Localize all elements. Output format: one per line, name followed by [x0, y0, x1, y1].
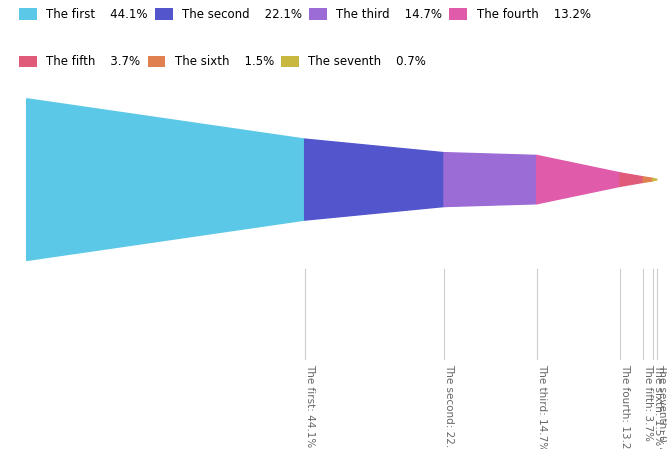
- Polygon shape: [444, 153, 537, 207]
- Polygon shape: [305, 139, 444, 220]
- Polygon shape: [652, 178, 657, 181]
- Text: The second: 22.1%: The second: 22.1%: [444, 364, 454, 449]
- Text: The fourth: 13.2%: The fourth: 13.2%: [620, 364, 630, 449]
- Polygon shape: [620, 173, 643, 186]
- Text: The fifth: 3.7%: The fifth: 3.7%: [643, 364, 653, 440]
- Legend: The fifth    3.7%, The sixth    1.5%, The seventh    0.7%: The fifth 3.7%, The sixth 1.5%, The seve…: [19, 55, 426, 68]
- Text: The third: 14.7%: The third: 14.7%: [537, 364, 546, 449]
- Polygon shape: [537, 155, 620, 204]
- Polygon shape: [643, 177, 652, 182]
- Text: The seventh: 0.7%: The seventh: 0.7%: [657, 364, 667, 449]
- Text: The sixth: 1.5%: The sixth: 1.5%: [652, 364, 662, 445]
- Text: The first: 44.1%: The first: 44.1%: [305, 364, 315, 447]
- Polygon shape: [27, 99, 305, 260]
